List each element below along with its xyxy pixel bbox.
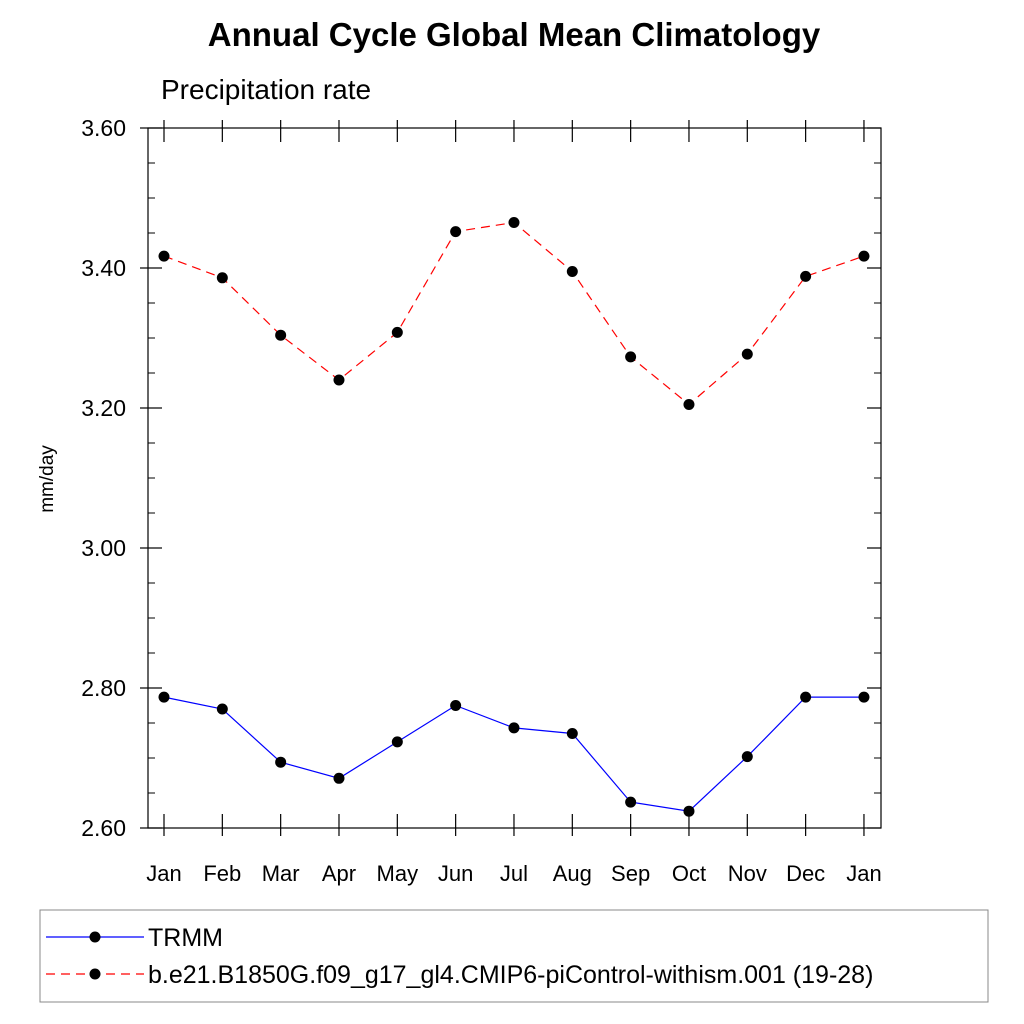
series-layer	[158, 217, 870, 817]
data-point-series-2	[683, 399, 695, 410]
legend-label-2: b.e21.B1850G.f09_g17_gl4.CMIP6-piControl…	[148, 961, 873, 989]
x-tick-label: Feb	[203, 861, 241, 886]
legend-items: TRMM b.e21.B1850G.f09_g17_gl4.CMIP6-piCon…	[46, 924, 873, 989]
x-tick-label: Apr	[322, 861, 356, 886]
data-point-series-2	[625, 351, 637, 363]
data-point-series-2	[741, 348, 753, 360]
y-tick-label: 2.80	[81, 675, 126, 701]
y-tick-label: 3.60	[81, 115, 126, 141]
legend-label-1: TRMM	[148, 924, 223, 952]
data-point-series-2	[450, 226, 462, 238]
axis-ticks	[140, 120, 881, 836]
data-point-series-2	[508, 217, 520, 228]
data-point-series-2	[158, 250, 170, 262]
data-point-series-1	[275, 756, 287, 768]
data-point-series-1	[741, 751, 753, 763]
x-tick-label: Jan	[846, 861, 881, 886]
data-point-series-1	[508, 722, 520, 734]
data-point-series-2	[275, 329, 287, 341]
y-tick-label: 3.20	[81, 395, 126, 421]
chart-title: Annual Cycle Global Mean Climatology	[208, 16, 821, 53]
plot-frame	[147, 127, 882, 829]
data-point-series-1	[683, 805, 695, 817]
x-tick-label: May	[377, 861, 419, 886]
data-point-series-2	[333, 374, 345, 386]
x-tick-label: Jun	[438, 861, 473, 886]
data-point-series-1	[566, 728, 578, 739]
data-point-series-1	[391, 736, 403, 748]
y-axis-label: mm/day	[37, 445, 58, 513]
x-tick-label: Jan	[146, 861, 181, 886]
series-line-2	[163, 221, 865, 406]
y-tick-labels: 2.60 2.80 3.00 3.20 3.40 3.60	[81, 115, 126, 841]
x-tick-label: Nov	[728, 861, 767, 886]
legend: TRMM b.e21.B1850G.f09_g17_gl4.CMIP6-piCon…	[39, 909, 989, 1003]
legend-marker-2	[89, 968, 101, 980]
data-point-series-2	[216, 272, 228, 284]
x-tick-label: Oct	[672, 861, 706, 886]
x-tick-label: Mar	[262, 861, 300, 886]
data-point-series-1	[625, 796, 637, 808]
chart-subtitle: Precipitation rate	[161, 74, 371, 105]
y-tick-label: 3.40	[81, 255, 126, 281]
x-tick-label: Jul	[500, 861, 528, 886]
x-tick-label: Sep	[611, 861, 650, 886]
data-point-series-1	[450, 700, 462, 711]
series-line-1	[163, 696, 864, 812]
data-point-series-1	[158, 691, 170, 703]
legend-marker-1	[89, 931, 101, 943]
data-point-series-2	[566, 266, 578, 277]
y-tick-label: 3.00	[81, 535, 126, 561]
data-point-series-1	[333, 772, 345, 784]
data-point-series-2	[391, 326, 403, 338]
x-tick-label: Aug	[553, 861, 592, 886]
data-point-series-2	[800, 270, 812, 282]
y-tick-label: 2.60	[81, 815, 126, 841]
legend-box	[39, 909, 989, 1003]
data-point-series-1	[216, 703, 228, 715]
data-point-series-1	[858, 691, 870, 703]
x-tick-label: Dec	[786, 861, 825, 886]
data-point-series-1	[800, 691, 812, 703]
x-tick-labels: Jan Feb Mar Apr May Jun Jul Aug Sep Oct Nov Dec Jan	[146, 861, 881, 886]
data-point-series-2	[858, 250, 870, 262]
